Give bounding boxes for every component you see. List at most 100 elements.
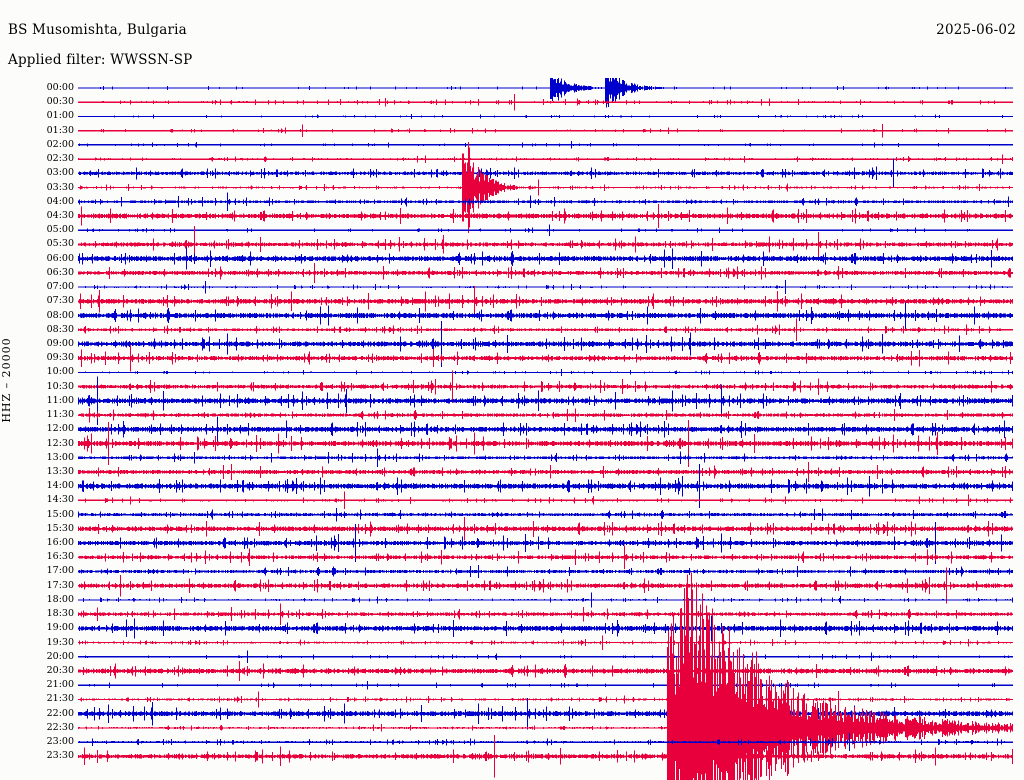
time-tick-label: 15:00 <box>46 508 74 520</box>
time-tick-label: 18:30 <box>46 608 74 620</box>
time-tick-label: 22:00 <box>46 707 74 719</box>
time-tick-label: 03:30 <box>46 181 74 193</box>
time-tick-label: 21:00 <box>46 679 74 691</box>
time-tick-label: 03:00 <box>46 167 74 179</box>
trace-row <box>78 491 1013 510</box>
time-tick-label: 01:30 <box>46 124 74 136</box>
trace-row <box>78 521 1013 565</box>
trace-row <box>78 318 1013 341</box>
trace-row <box>78 203 1013 229</box>
time-tick-column: 00:00 00:30 01:00 01:30 02:00 02:30 03:00 03:30… <box>0 78 74 780</box>
time-tick-label: 02:00 <box>46 138 74 150</box>
time-tick-label: 09:30 <box>46 352 74 364</box>
trace-row <box>78 141 1013 149</box>
time-tick-label: 04:30 <box>46 209 74 221</box>
trace-row <box>78 592 1013 608</box>
trace-row <box>78 567 1013 604</box>
trace-row <box>78 603 1013 625</box>
trace-row <box>78 419 1013 468</box>
time-tick-label: 12:00 <box>46 423 74 435</box>
time-tick-label: 00:00 <box>46 82 74 93</box>
time-tick-label: 16:30 <box>46 551 74 563</box>
trace-row <box>78 285 1013 317</box>
helicorder-plot <box>0 78 1024 780</box>
time-tick-label: 00:30 <box>46 96 74 108</box>
time-tick-label: 06:30 <box>46 266 74 278</box>
trace-row <box>78 461 1013 482</box>
time-tick-label: 04:00 <box>46 195 74 207</box>
trace-row <box>78 113 1013 120</box>
time-tick-label: 08:30 <box>46 323 74 335</box>
trace-row <box>78 735 1013 778</box>
time-tick-label: 08:00 <box>46 309 74 321</box>
trace-row <box>78 464 1013 509</box>
trace-row <box>78 660 1013 682</box>
time-tick-label: 07:30 <box>46 295 74 307</box>
trace-row <box>78 572 1013 780</box>
trace-row <box>78 154 1013 164</box>
trace-row <box>78 407 1013 423</box>
time-tick-label: 02:30 <box>46 153 74 165</box>
time-tick-label: 22:30 <box>46 721 74 733</box>
trace-row <box>78 416 1013 442</box>
trace-row <box>78 192 1013 211</box>
time-tick-label: 01:00 <box>46 110 74 122</box>
time-tick-label: 14:30 <box>46 494 74 506</box>
time-tick-label: 20:30 <box>46 665 74 677</box>
trace-row <box>78 690 1013 709</box>
trace-row <box>78 681 1013 690</box>
trace-row <box>78 545 1013 569</box>
trace-row <box>78 123 1013 138</box>
time-tick-label: 16:00 <box>46 537 74 549</box>
time-tick-label: 21:30 <box>46 693 74 705</box>
trace-row <box>78 78 1013 108</box>
applied-filter-label: Applied filter: WWSSN-SP <box>8 52 193 68</box>
time-tick-label: 05:30 <box>46 238 74 250</box>
trace-row <box>78 507 1013 522</box>
trace-row <box>78 650 1013 663</box>
time-tick-label: 14:00 <box>46 480 74 492</box>
time-tick-label: 18:00 <box>46 593 74 605</box>
trace-row <box>78 302 1013 329</box>
time-tick-label: 20:00 <box>46 650 74 662</box>
time-tick-label: 11:00 <box>46 394 74 406</box>
trace-row <box>78 247 1013 270</box>
time-tick-label: 10:00 <box>46 366 74 378</box>
time-tick-label: 13:00 <box>46 451 74 463</box>
trace-row <box>78 321 1013 367</box>
time-tick-label: 23:00 <box>46 736 74 748</box>
time-tick-label: 10:30 <box>46 380 74 392</box>
time-tick-label: 07:00 <box>46 281 74 293</box>
trace-row <box>78 158 1013 188</box>
time-tick-label: 12:30 <box>46 437 74 449</box>
time-tick-label: 19:00 <box>46 622 74 634</box>
record-date: 2025-06-02 <box>936 22 1016 38</box>
trace-row <box>78 369 1013 376</box>
time-tick-label: 11:30 <box>46 409 74 421</box>
trace-row <box>78 225 1013 263</box>
time-tick-label: 17:00 <box>46 565 74 577</box>
trace-row <box>78 344 1013 372</box>
time-tick-label: 09:00 <box>46 337 74 349</box>
time-tick-label: 06:00 <box>46 252 74 264</box>
trace-row <box>78 448 1013 467</box>
trace-row <box>78 376 1013 426</box>
time-tick-label: 23:30 <box>46 750 74 762</box>
trace-row <box>78 94 1013 111</box>
trace-row <box>78 280 1013 294</box>
time-tick-label: 17:30 <box>46 579 74 591</box>
trace-row <box>78 224 1013 236</box>
trace-row <box>78 517 1013 541</box>
trace-row <box>78 635 1013 650</box>
trace-row <box>78 615 1013 642</box>
time-tick-label: 13:30 <box>46 465 74 477</box>
trace-row <box>78 262 1013 283</box>
time-tick-label: 15:30 <box>46 522 74 534</box>
trace-row <box>78 142 1013 233</box>
trace-row <box>78 370 1013 403</box>
station-title: BS Musomishta, Bulgaria <box>8 22 187 38</box>
seismic-traces <box>78 78 1013 780</box>
time-tick-label: 05:00 <box>46 224 74 236</box>
trace-row <box>78 733 1013 752</box>
